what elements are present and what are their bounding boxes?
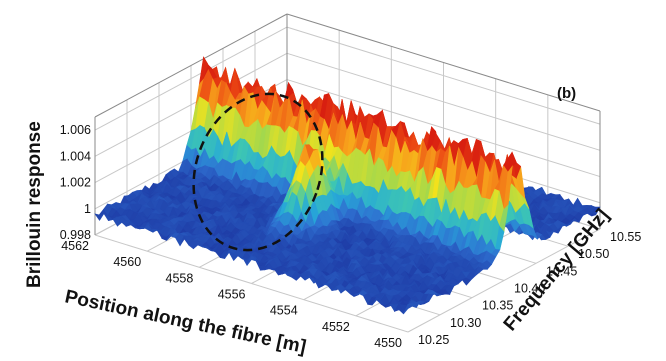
y-tick-label: 10.35 (482, 299, 513, 313)
z-tick-label: 0.998 (60, 228, 91, 242)
panel-label: (b) (557, 85, 576, 102)
z-tick-label: 1.006 (60, 123, 91, 137)
x-tick-label: 4560 (113, 255, 141, 269)
x-tick-label: 4562 (61, 239, 89, 253)
y-tick-label: 10.40 (514, 282, 545, 296)
hotspot-ellipse (192, 92, 324, 252)
z-tick-label: 1.004 (60, 149, 91, 163)
grid-line (94, 234, 409, 333)
y-tick-label: 10.30 (450, 316, 481, 330)
surface-cell (403, 304, 413, 315)
z-tick-label: 1 (84, 202, 91, 216)
z-axis-title: Brillouin response (24, 121, 45, 288)
wall-edge (286, 13, 601, 112)
y-tick-label: 10.50 (578, 247, 609, 261)
x-tick-label: 4550 (374, 336, 402, 350)
axis-layer: 0.998 1 1.002 1.004 1.006 4562 4560 4558 4556 455… (60, 123, 642, 350)
x-tick-label: 4558 (166, 271, 194, 285)
surface-cell (94, 213, 105, 221)
x-axis-title: Position along the fibre [m] (63, 286, 308, 358)
x-tick-label: 4556 (218, 288, 246, 302)
z-tick-label: 1.002 (60, 176, 91, 190)
x-tick-label: 4554 (270, 304, 298, 318)
y-tick-label: 10.45 (546, 264, 577, 278)
y-tick-label: 10.25 (418, 333, 449, 347)
wall-edge (94, 13, 288, 118)
x-tick-label: 4552 (322, 320, 350, 334)
surface-layer (94, 56, 601, 315)
y-tick-label: 10.55 (610, 230, 641, 244)
